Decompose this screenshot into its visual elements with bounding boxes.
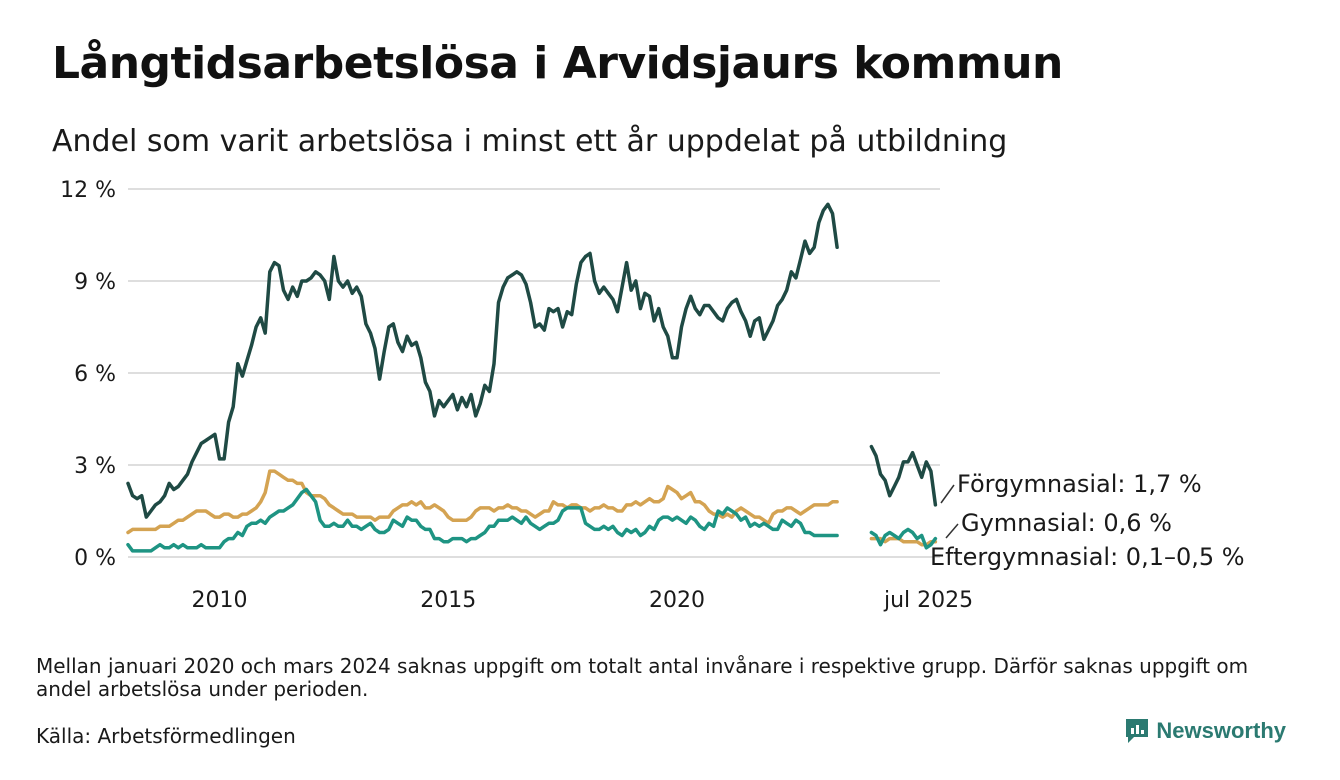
- chart-title: Långtidsarbetslösa i Arvidsjaurs kommun: [52, 38, 1063, 89]
- series-end-label: Eftergymnasial: 0,1–0,5 %: [930, 543, 1245, 571]
- y-tick-label: 6 %: [74, 362, 116, 387]
- footnote: Mellan januari 2020 och mars 2024 saknas…: [36, 654, 1249, 701]
- line-chart: 0 % 3 % 6 % 9 % 12 % 2010 2015 2020 jul 2025 Fö…: [60, 178, 1245, 613]
- x-axis-tick-labels: 2010 2015 2020 jul 2025: [191, 588, 973, 613]
- series-line-gymnasial: [126, 487, 839, 553]
- series-line-förgymnasial: [126, 202, 839, 519]
- y-tick-label: 0 %: [74, 546, 116, 571]
- series-end-label: Gymnasial: 0,6 %: [961, 509, 1172, 537]
- source-credit: Källa: Arbetsförmedlingen: [36, 724, 296, 748]
- series-line-förgymnasial: [869, 444, 938, 507]
- y-axis-tick-labels: 0 % 3 % 6 % 9 % 12 %: [60, 178, 116, 571]
- series-line-gymnasial: [869, 527, 938, 550]
- series-end-labels: Förgymnasial: 1,7 % Gymnasial: 0,6 % Efter…: [930, 470, 1245, 571]
- label-leader-line: [940, 484, 955, 504]
- y-tick-label: 3 %: [74, 454, 116, 479]
- gridlines: [128, 188, 940, 558]
- x-tick-label: 2020: [649, 588, 705, 613]
- newsworthy-logo-icon: [1126, 719, 1149, 743]
- x-tick-label: 2015: [420, 588, 476, 613]
- y-tick-label: 9 %: [74, 270, 116, 295]
- series-end-label: Förgymnasial: 1,7 %: [957, 470, 1202, 498]
- y-tick-label: 12 %: [60, 178, 116, 203]
- series-line-eftergymnasial: [126, 469, 839, 535]
- label-leader-line: [945, 523, 959, 539]
- brand-logo: Newsworthy: [1124, 717, 1286, 745]
- series-lines: [126, 202, 938, 553]
- chart-subtitle: Andel som varit arbetslösa i minst ett å…: [52, 124, 1008, 159]
- brand-name: Newsworthy: [1156, 718, 1286, 743]
- x-tick-label: jul 2025: [883, 588, 973, 613]
- x-tick-label: 2010: [191, 588, 247, 613]
